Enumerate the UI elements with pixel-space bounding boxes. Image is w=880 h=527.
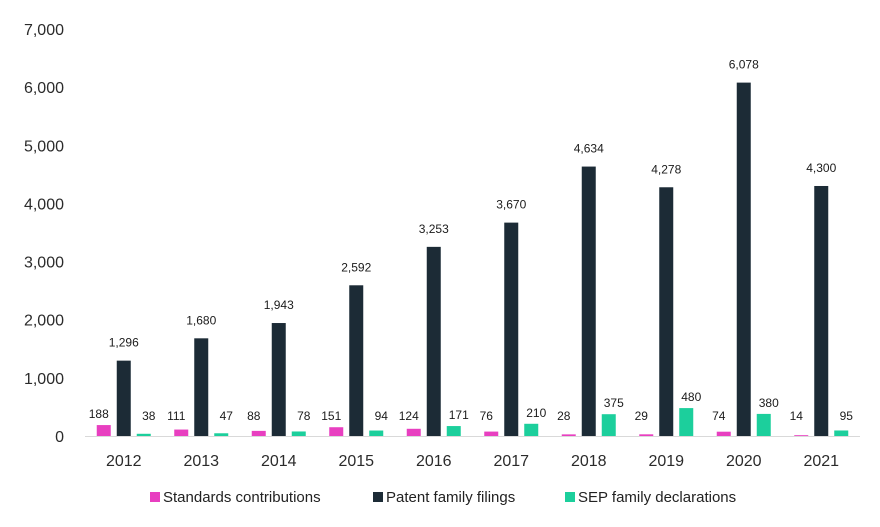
bar-sep-family-declarations bbox=[524, 423, 539, 436]
bar-standards-contributions bbox=[96, 425, 111, 436]
bar-patent-family-filings bbox=[349, 285, 364, 436]
bar-patent-family-filings bbox=[581, 166, 596, 437]
data-label: 95 bbox=[840, 409, 854, 423]
data-label: 1,943 bbox=[264, 298, 294, 312]
x-tick-label: 2013 bbox=[183, 453, 219, 470]
plot-area: 188 1,296 38 111 1,680 47 88 1,943 78 151 2,592 94 1… bbox=[89, 58, 854, 437]
data-label: 14 bbox=[790, 409, 804, 423]
legend-item-patent-family-filings: Patent family filings bbox=[373, 489, 515, 506]
data-label: 1,296 bbox=[109, 336, 139, 350]
y-tick-label: 6,000 bbox=[24, 80, 64, 97]
legend-label: Standards contributions bbox=[163, 489, 321, 506]
bar-standards-contributions bbox=[716, 431, 731, 436]
bar-patent-family-filings bbox=[426, 246, 441, 436]
data-label: 76 bbox=[480, 409, 494, 423]
bar-patent-family-filings bbox=[659, 187, 674, 436]
x-tick-label: 2021 bbox=[803, 453, 839, 470]
data-label: 74 bbox=[712, 409, 726, 423]
x-tick-label: 2017 bbox=[493, 453, 529, 470]
bar-sep-family-declarations bbox=[834, 430, 849, 436]
data-label: 380 bbox=[759, 396, 779, 410]
data-label: 94 bbox=[375, 409, 389, 423]
bar-standards-contributions bbox=[794, 435, 809, 436]
legend-label: SEP family declarations bbox=[578, 489, 736, 506]
data-label: 29 bbox=[635, 409, 649, 423]
bar-sep-family-declarations bbox=[214, 433, 229, 436]
data-label: 4,300 bbox=[806, 161, 836, 175]
x-tick-label: 2015 bbox=[338, 453, 374, 470]
data-label: 375 bbox=[604, 396, 624, 410]
bar-sep-family-declarations bbox=[369, 430, 384, 436]
y-tick-label: 1,000 bbox=[24, 371, 64, 388]
bar-patent-family-filings bbox=[814, 185, 829, 436]
legend-swatch bbox=[150, 492, 160, 502]
bar-standards-contributions bbox=[251, 430, 266, 436]
x-tick-label: 2012 bbox=[106, 453, 142, 470]
bar-standards-contributions bbox=[406, 428, 421, 436]
data-label: 480 bbox=[681, 390, 701, 404]
data-label: 28 bbox=[557, 409, 571, 423]
data-label: 38 bbox=[142, 409, 156, 423]
data-label: 4,634 bbox=[574, 142, 604, 156]
data-label: 171 bbox=[449, 408, 469, 422]
data-label: 3,253 bbox=[419, 222, 449, 236]
y-tick-label: 4,000 bbox=[24, 196, 64, 213]
data-label: 1,680 bbox=[186, 313, 216, 327]
bar-patent-family-filings bbox=[504, 222, 519, 436]
x-axis: 2012 2013 2014 2015 2016 2017 2018 2019 2020 2021 bbox=[85, 436, 860, 470]
y-tick-label: 2,000 bbox=[24, 313, 64, 330]
bar-standards-contributions bbox=[561, 434, 576, 436]
bar-sep-family-declarations bbox=[446, 426, 461, 436]
bar-standards-contributions bbox=[329, 427, 344, 436]
data-label: 3,670 bbox=[496, 198, 526, 212]
legend-swatch bbox=[373, 492, 383, 502]
data-label: 210 bbox=[526, 406, 546, 420]
bar-sep-family-declarations bbox=[679, 408, 694, 436]
x-tick-label: 2018 bbox=[571, 453, 607, 470]
bar-standards-contributions bbox=[639, 434, 654, 436]
bar-sep-family-declarations bbox=[601, 414, 616, 436]
bar-patent-family-filings bbox=[271, 323, 286, 436]
bar-sep-family-declarations bbox=[756, 413, 771, 436]
bar-standards-contributions bbox=[484, 431, 499, 436]
x-tick-label: 2019 bbox=[648, 453, 684, 470]
data-label: 47 bbox=[220, 409, 234, 423]
y-tick-label: 5,000 bbox=[24, 138, 64, 155]
data-label: 124 bbox=[399, 409, 419, 423]
data-label: 88 bbox=[247, 409, 261, 423]
data-label: 4,278 bbox=[651, 162, 681, 176]
data-label: 151 bbox=[321, 409, 341, 423]
x-tick-label: 2020 bbox=[726, 453, 762, 470]
data-label: 6,078 bbox=[729, 58, 759, 72]
bar-patent-family-filings bbox=[116, 360, 131, 436]
y-axis: 0 1,000 2,000 3,000 4,000 5,000 6,000 7,000 bbox=[24, 22, 64, 446]
y-tick-label: 0 bbox=[55, 429, 64, 446]
y-tick-label: 3,000 bbox=[24, 255, 64, 272]
bar-sep-family-declarations bbox=[291, 431, 306, 436]
bar-sep-family-declarations bbox=[136, 433, 151, 436]
x-tick-label: 2014 bbox=[261, 453, 297, 470]
legend-item-sep-family-declarations: SEP family declarations bbox=[565, 489, 736, 506]
data-label: 111 bbox=[167, 409, 186, 423]
legend: Standards contributions Patent family fil… bbox=[150, 489, 736, 506]
legend-item-standards-contributions: Standards contributions bbox=[150, 489, 321, 506]
data-label: 188 bbox=[89, 407, 109, 421]
y-tick-label: 7,000 bbox=[24, 22, 64, 39]
bar-patent-family-filings bbox=[194, 338, 209, 436]
data-label: 2,592 bbox=[341, 260, 371, 274]
data-label: 78 bbox=[297, 409, 311, 423]
legend-swatch bbox=[565, 492, 575, 502]
bar-patent-family-filings bbox=[736, 82, 751, 436]
legend-label: Patent family filings bbox=[386, 489, 515, 506]
x-tick-label: 2016 bbox=[416, 453, 452, 470]
bar-standards-contributions bbox=[174, 429, 189, 436]
